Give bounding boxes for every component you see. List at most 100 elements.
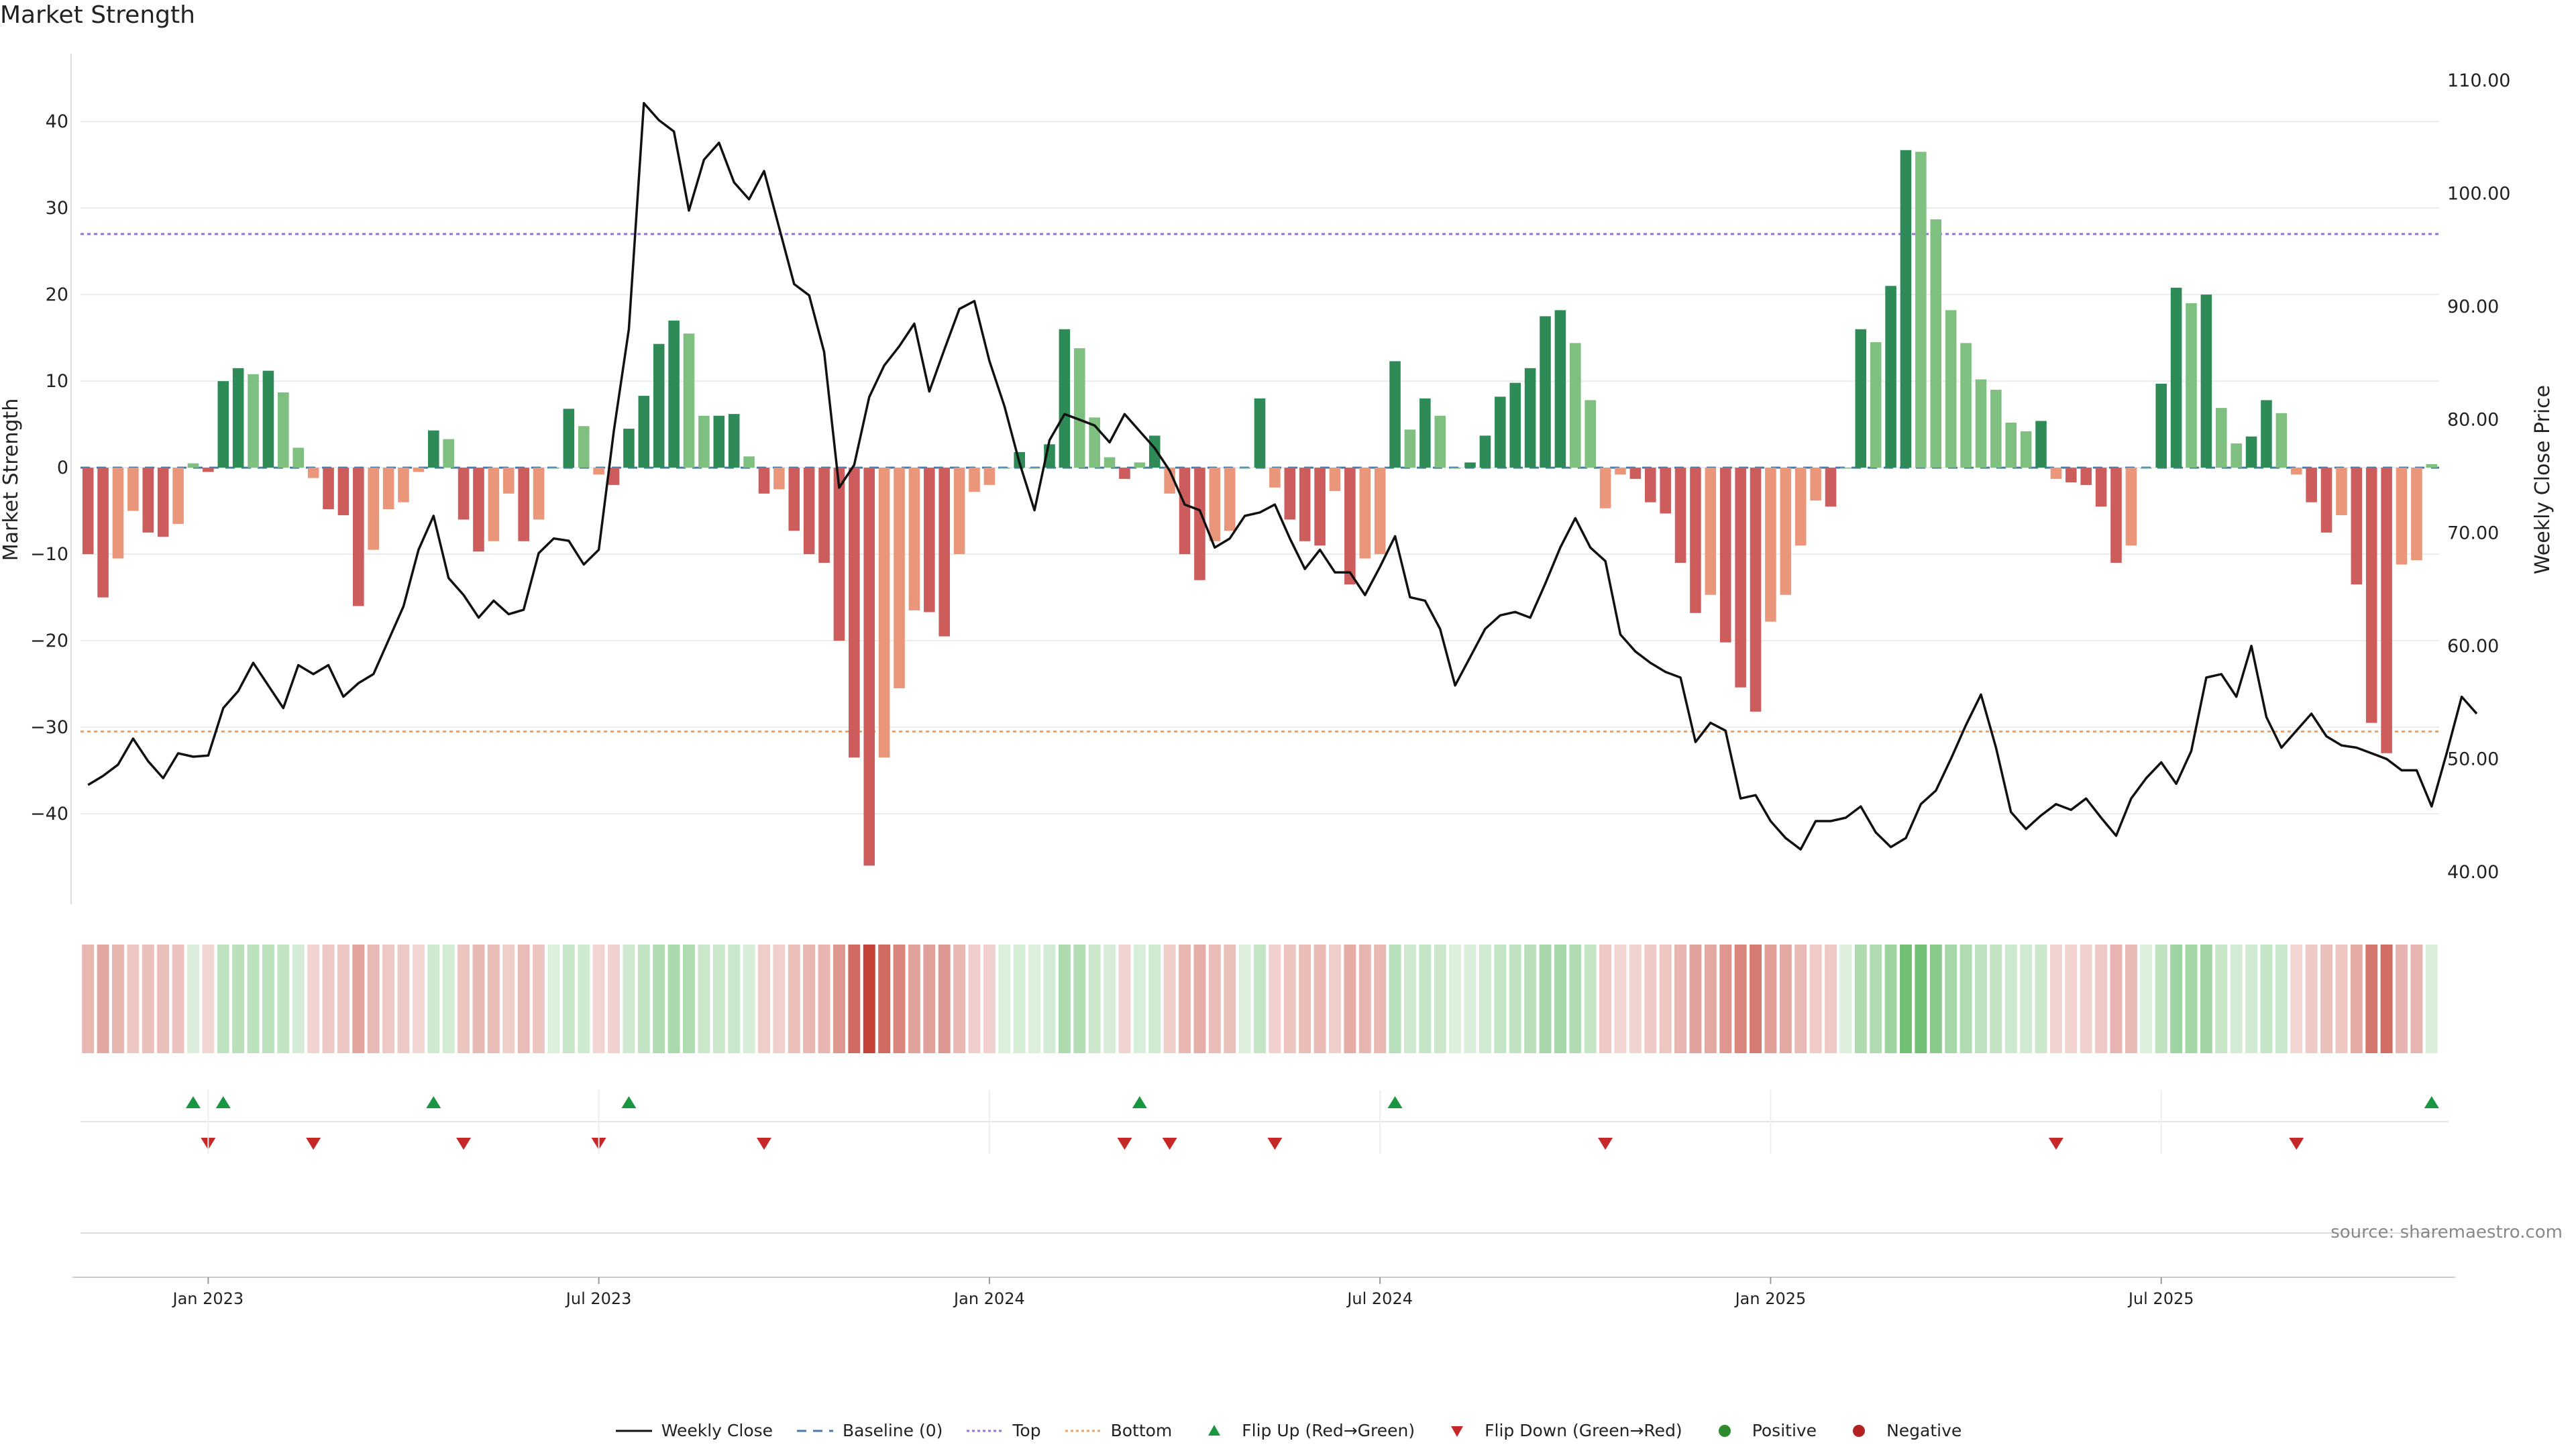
circle-red-icon <box>1853 1424 1866 1437</box>
strength-bar <box>2080 468 2092 485</box>
strength-bar <box>773 468 785 490</box>
heat-cell <box>502 945 515 1053</box>
heat-cell <box>322 945 335 1053</box>
heat-cell <box>923 945 936 1053</box>
y2-tick-label: 90.00 <box>2447 297 2499 317</box>
heat-cell <box>2125 945 2137 1053</box>
heat-cell <box>2410 945 2423 1053</box>
heat-cell <box>743 945 755 1053</box>
strength-bar <box>127 468 139 511</box>
legend-item-weekly-close: Weekly Close <box>614 1421 773 1440</box>
heat-cell <box>277 945 290 1053</box>
heat-cell <box>1224 945 1236 1053</box>
strength-bar <box>1644 468 1656 502</box>
strength-bar <box>1299 468 1311 541</box>
strength-bar <box>849 468 860 758</box>
heat-cell <box>1073 945 1086 1053</box>
strength-bar <box>278 392 289 468</box>
heat-cell <box>2320 945 2332 1053</box>
heat-cell <box>2380 945 2393 1053</box>
strength-bar <box>833 468 845 641</box>
strength-bars <box>82 150 2438 866</box>
strength-bar <box>623 429 635 468</box>
heat-cell <box>1208 945 1221 1053</box>
heat-cell <box>367 945 380 1053</box>
strength-bar <box>2050 468 2062 479</box>
heat-cell <box>2215 945 2228 1053</box>
heat-cell <box>472 945 485 1053</box>
strength-bar <box>1209 468 1221 541</box>
heat-cell <box>1614 945 1627 1053</box>
strength-bar <box>803 468 815 555</box>
strength-bar <box>2396 468 2408 565</box>
flip-down-marker <box>1117 1138 1132 1150</box>
heat-cell <box>592 945 605 1053</box>
heat-cell <box>1659 945 1672 1053</box>
y-tick-label: −20 <box>30 631 68 651</box>
strength-bar <box>2411 468 2422 561</box>
strength-bar <box>1554 310 1566 468</box>
x-tick-label: Jul 2024 <box>1346 1289 1413 1308</box>
heat-cell <box>142 945 154 1053</box>
heat-cell <box>1043 945 1056 1053</box>
heat-cell <box>247 945 260 1053</box>
flip-up-marker <box>426 1096 441 1108</box>
heat-cell <box>1283 945 1296 1053</box>
legend-label: Flip Down (Green→Red) <box>1485 1421 1682 1440</box>
strength-bar <box>2306 468 2317 502</box>
strength-bar <box>1840 468 1851 469</box>
x-tick-label: Jan 2023 <box>172 1289 244 1308</box>
heat-cell <box>2004 945 2017 1053</box>
strength-bar <box>187 463 199 468</box>
heat-cell <box>1163 945 1176 1053</box>
strength-bar <box>382 468 394 510</box>
strength-bar <box>563 409 575 468</box>
heat-cell <box>578 945 590 1053</box>
y2-tick-label: 40.00 <box>2447 862 2499 883</box>
heat-cell <box>728 945 741 1053</box>
strength-bar <box>758 468 770 494</box>
heat-cell <box>458 945 470 1053</box>
bottom-axis: Jan 2023 Jul 2023 Jan 2024 Jul 2024 Jan 2025… <box>72 1090 2455 1308</box>
heat-cell <box>2140 945 2153 1053</box>
strength-bar <box>2020 431 2032 468</box>
heat-cell <box>1088 945 1101 1053</box>
flip-markers <box>80 1096 2449 1150</box>
heat-cell <box>1704 945 1717 1053</box>
heat-cell <box>1734 945 1747 1053</box>
strength-bar <box>1389 361 1401 468</box>
flip-up-marker <box>215 1096 231 1108</box>
heat-cell <box>1794 945 1807 1053</box>
heat-cell <box>1193 945 1206 1053</box>
y2-tick-label: 70.00 <box>2447 523 2499 543</box>
heat-cell <box>1779 945 1792 1053</box>
strength-bar <box>398 468 409 502</box>
heat-cell <box>2365 945 2378 1053</box>
y2-tick-label: 60.00 <box>2447 636 2499 657</box>
strength-bar <box>593 468 604 475</box>
strength-bar <box>1359 468 1371 559</box>
heat-cell <box>1358 945 1371 1053</box>
y-tick-label: 40 <box>46 111 68 132</box>
heat-cell <box>2035 945 2047 1053</box>
flip-up-marker <box>1387 1096 1403 1108</box>
strength-bar <box>698 415 710 468</box>
strength-bar <box>488 468 500 541</box>
strength-bar <box>878 468 890 758</box>
strength-bar <box>502 468 515 494</box>
strength-bar <box>1885 286 1896 468</box>
heat-cell <box>2350 945 2363 1053</box>
heat-cell <box>1269 945 1281 1053</box>
flip-down-marker <box>1162 1138 1177 1150</box>
heat-cell <box>232 945 245 1053</box>
heat-cell <box>623 945 635 1053</box>
strength-bar <box>1509 382 1521 468</box>
heat-cell <box>818 945 830 1053</box>
strength-bar <box>82 468 94 555</box>
heat-cell <box>427 945 440 1053</box>
strength-bar <box>1434 415 1446 468</box>
heat-cell <box>863 945 875 1053</box>
strength-bar <box>653 343 665 468</box>
heat-cell <box>968 945 981 1053</box>
strength-bar <box>938 468 950 637</box>
